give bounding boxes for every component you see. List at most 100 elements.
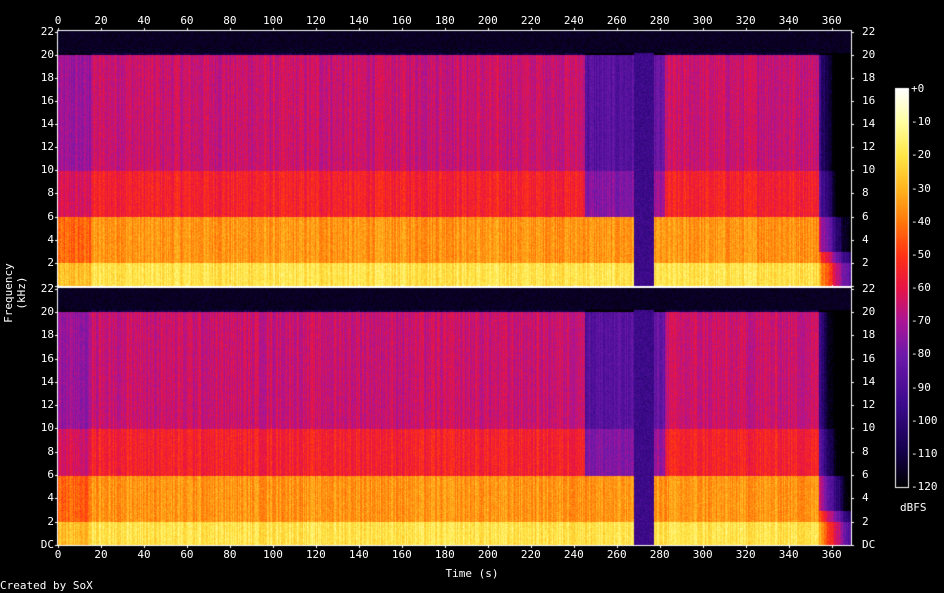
x-tick-label-top: 220 (520, 14, 541, 27)
x-tick-label: 260 (606, 548, 627, 561)
y-tick-label: 8 (47, 444, 54, 458)
x-tick-label-top: 240 (563, 14, 584, 27)
x-tick-label-top: 260 (606, 14, 627, 27)
x-axis-label: Time (s) (445, 567, 499, 580)
x-tick-label: 280 (649, 548, 670, 561)
y-tick-label-right: 12 (862, 140, 876, 154)
y-tick-label: 8 (47, 186, 54, 200)
colorbar-tick-label: -120 (911, 480, 938, 493)
colorbar-tick-label: +0 (911, 82, 925, 95)
y-tick-label: 20 (40, 47, 54, 61)
x-tick-label-top: 140 (348, 14, 369, 27)
x-tick-label-top: 0 (54, 14, 62, 27)
y-tick-label-right: 2 (862, 255, 869, 269)
y-tick-label: 22 (40, 281, 54, 295)
y-tick-label: 10 (40, 421, 54, 435)
colorbar-tick-label: -60 (911, 281, 931, 294)
y-tick-label-right: 20 (862, 47, 876, 61)
x-tick-label: 40 (137, 548, 151, 561)
x-tick-label: 20 (94, 548, 108, 561)
y-tick-label: 14 (40, 117, 54, 131)
y-tick-label-right: 22 (862, 24, 876, 38)
x-tick-label-top: 160 (391, 14, 412, 27)
x-tick-label-top: 60 (180, 14, 194, 27)
y-tick-label: 16 (40, 93, 54, 107)
y-tick-label-right: 16 (862, 93, 876, 107)
y-tick-label-right: 10 (862, 421, 876, 435)
colorbar-tick-label: -30 (911, 181, 931, 195)
x-tick-label: 200 (477, 548, 498, 561)
y-tick-label: DC (40, 538, 54, 551)
x-tick-label: 120 (305, 548, 326, 561)
x-tick-label: 340 (778, 548, 799, 561)
x-tick-label: 360 (821, 548, 842, 561)
x-tick-label: 180 (434, 548, 455, 561)
y-tick-label: 2 (47, 255, 54, 269)
x-tick-label: 0 (54, 548, 62, 561)
y-tick-label-right: 4 (862, 491, 869, 505)
colorbar-tick-label: -100 (911, 413, 938, 427)
x-tick-label-top: 20 (94, 14, 108, 27)
y-tick-label-right: 14 (862, 117, 876, 131)
x-tick-label: 140 (348, 548, 369, 561)
y-tick-label: 12 (40, 398, 54, 412)
colorbar-unit-label: dBFS (900, 501, 927, 514)
y-tick-label: 6 (47, 468, 54, 482)
y-tick-label-right: 18 (862, 328, 876, 342)
y-tick-label-right: 16 (862, 351, 876, 365)
x-tick-label: 160 (391, 548, 412, 561)
y-tick-label: 14 (40, 374, 54, 388)
y-tick-label-right: 8 (862, 186, 869, 200)
y-tick-label-right: 18 (862, 70, 876, 84)
y-tick-label-right: 4 (862, 232, 869, 246)
colorbar-tick-label: -70 (911, 314, 931, 328)
y-tick-label-right: 14 (862, 374, 876, 388)
y-tick-label-right: 10 (862, 163, 876, 177)
credit-text: Created by SoX (0, 579, 93, 592)
colorbar-tick-label: -110 (911, 446, 938, 460)
x-tick-label: 80 (223, 548, 237, 561)
x-tick-label-top: 200 (477, 14, 498, 27)
colorbar-tick-label: -50 (911, 247, 931, 261)
y-tick-label-right: 2 (862, 514, 869, 528)
y-tick-label-right: 6 (862, 209, 869, 223)
y-tick-label-right: 8 (862, 444, 869, 458)
colorbar-tick-label: -80 (911, 347, 931, 361)
x-tick-label-top: 340 (778, 14, 799, 27)
y-tick-label-right: DC (862, 538, 876, 551)
x-tick-label: 300 (692, 548, 713, 561)
x-tick-label-top: 180 (434, 14, 455, 27)
y-tick-label: 2 (47, 514, 54, 528)
x-tick-label-top: 40 (137, 14, 151, 27)
y-tick-label: 20 (40, 304, 54, 318)
x-tick-label-top: 80 (223, 14, 237, 27)
y-tick-label: 4 (47, 232, 54, 246)
y-tick-label-right: 20 (862, 304, 876, 318)
y-tick-label-right: 6 (862, 468, 869, 482)
x-tick-label-top: 100 (262, 14, 283, 27)
y-tick-label: 12 (40, 140, 54, 154)
x-tick-label-top: 320 (735, 14, 756, 27)
x-tick-label: 60 (180, 548, 194, 561)
x-tick-label: 100 (262, 548, 283, 561)
x-tick-label-top: 300 (692, 14, 713, 27)
y-tick-label: 18 (40, 70, 54, 84)
y-tick-label-right: 22 (862, 281, 876, 295)
y-tick-label: 6 (47, 209, 54, 223)
y-tick-label: 4 (47, 491, 54, 505)
x-tick-label: 220 (520, 548, 541, 561)
x-tick-label: 320 (735, 548, 756, 561)
y-tick-label-right: 12 (862, 398, 876, 412)
colorbar-tick-label: -20 (911, 148, 931, 162)
y-tick-label: 10 (40, 163, 54, 177)
x-tick-label-top: 280 (649, 14, 670, 27)
x-tick-label-top: 120 (305, 14, 326, 27)
x-tick-label-top: 360 (821, 14, 842, 27)
x-tick-label: 240 (563, 548, 584, 561)
y-tick-label: 22 (40, 24, 54, 38)
colorbar-tick-label: -90 (911, 380, 931, 394)
y-tick-label: 18 (40, 328, 54, 342)
y-tick-label: 16 (40, 351, 54, 365)
colorbar-tick-label: -40 (911, 214, 931, 228)
